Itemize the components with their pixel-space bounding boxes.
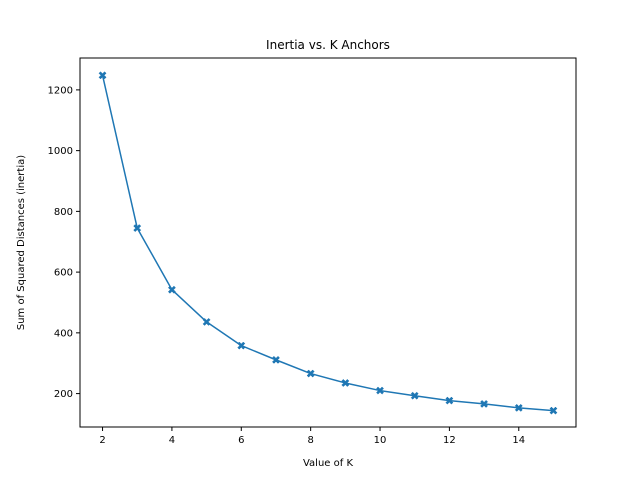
y-tick-label: 800 bbox=[54, 207, 73, 218]
y-tick-label: 1200 bbox=[48, 85, 73, 96]
x-tick-label: 4 bbox=[169, 435, 175, 446]
x-tick-label: 6 bbox=[238, 435, 244, 446]
chart-title: Inertia vs. K Anchors bbox=[266, 38, 390, 52]
x-tick-label: 2 bbox=[99, 435, 105, 446]
data-point-marker bbox=[133, 224, 142, 233]
y-tick-label: 600 bbox=[54, 268, 73, 279]
x-tick-label: 14 bbox=[512, 435, 525, 446]
data-point-marker bbox=[306, 369, 315, 378]
axes-frame bbox=[79, 57, 577, 428]
data-point-marker bbox=[272, 355, 280, 364]
data-point-marker bbox=[410, 391, 419, 400]
plot-area bbox=[98, 71, 558, 415]
x-axis-label: Value of K bbox=[303, 458, 353, 469]
data-point-marker bbox=[549, 406, 558, 415]
x-tick-label: 12 bbox=[443, 435, 456, 446]
x-tick-label: 10 bbox=[374, 435, 387, 446]
data-point-marker bbox=[237, 341, 246, 350]
series-line bbox=[101, 75, 554, 412]
data-point-marker bbox=[167, 285, 176, 294]
data-point-marker bbox=[202, 317, 211, 326]
data-point-marker bbox=[376, 386, 384, 395]
data-point-marker bbox=[341, 379, 350, 387]
data-point-marker bbox=[98, 71, 107, 80]
y-tick-label: 400 bbox=[54, 328, 73, 339]
y-axis: 200 400 600 800 1000 1200 bbox=[48, 85, 80, 400]
x-axis: 2 4 6 8 10 12 14 bbox=[99, 427, 525, 446]
data-point-marker bbox=[480, 399, 489, 408]
y-tick-label: 200 bbox=[54, 389, 73, 400]
data-point-marker bbox=[514, 403, 523, 412]
x-tick-label: 8 bbox=[307, 435, 313, 446]
y-axis-label: Sum of Squared Distances (inertia) bbox=[16, 155, 27, 330]
y-tick-label: 1000 bbox=[48, 146, 73, 157]
data-point-marker bbox=[445, 396, 454, 405]
